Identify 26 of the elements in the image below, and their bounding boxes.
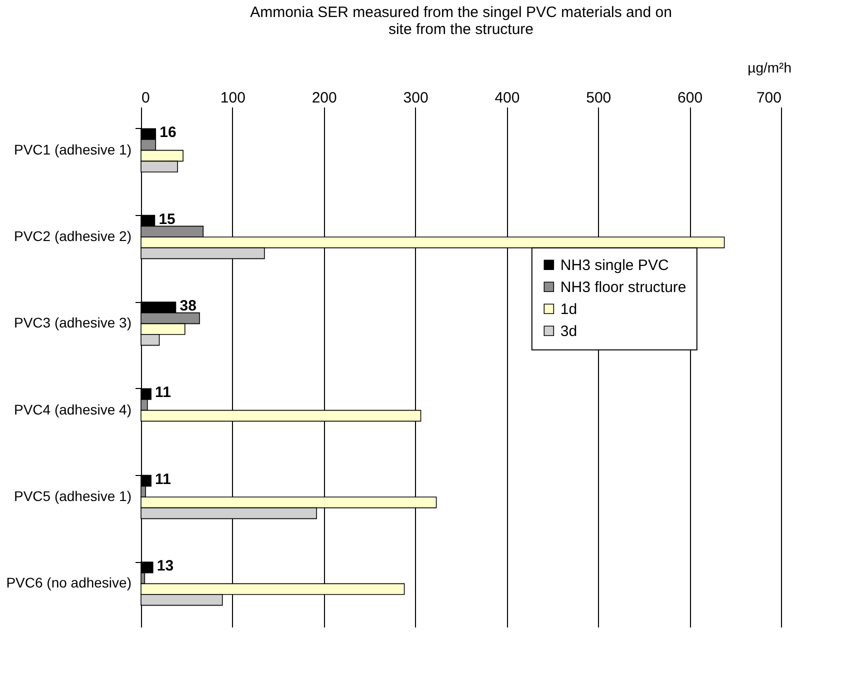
y-tick-label: PVC6 (no adhesive) <box>6 574 132 591</box>
x-tick-label: 0 <box>142 90 150 106</box>
y-tick-label: PVC3 (adhesive 3) <box>14 314 132 331</box>
chart-title: Ammonia SER measured from the singel PVC materials and on site from the structure <box>250 4 672 38</box>
y-tick-label: PVC5 (adhesive 1) <box>14 488 132 504</box>
legend-label: 3d <box>560 322 578 340</box>
x-tick-label: 300 <box>403 90 428 106</box>
x-tick-label: 700 <box>756 90 782 106</box>
x-tick-label: 100 <box>220 90 246 106</box>
legend-label: NH3 floor structure <box>560 278 686 296</box>
data-label: 13 <box>156 557 174 574</box>
data-label: 38 <box>180 297 196 314</box>
y-tick-label: PVC2 (adhesive 2) <box>14 228 132 244</box>
data-label: 11 <box>155 384 171 402</box>
legend-label: NH3 single PVC <box>560 256 669 274</box>
y-tick-label: PVC1 (adhesive 1) <box>14 141 132 158</box>
x-tick-label: 500 <box>586 90 612 106</box>
x-axis-title: µg/m²h <box>748 60 792 76</box>
data-label: 15 <box>158 210 176 228</box>
x-tick-label: 200 <box>312 90 337 106</box>
legend-label: 1d <box>560 300 578 318</box>
x-tick-label: 400 <box>494 90 520 106</box>
y-tick-label: PVC4 (adhesive 4) <box>14 401 132 418</box>
x-tick-label: 600 <box>678 90 703 106</box>
data-label: 11 <box>155 470 171 488</box>
data-label: 16 <box>160 124 176 142</box>
